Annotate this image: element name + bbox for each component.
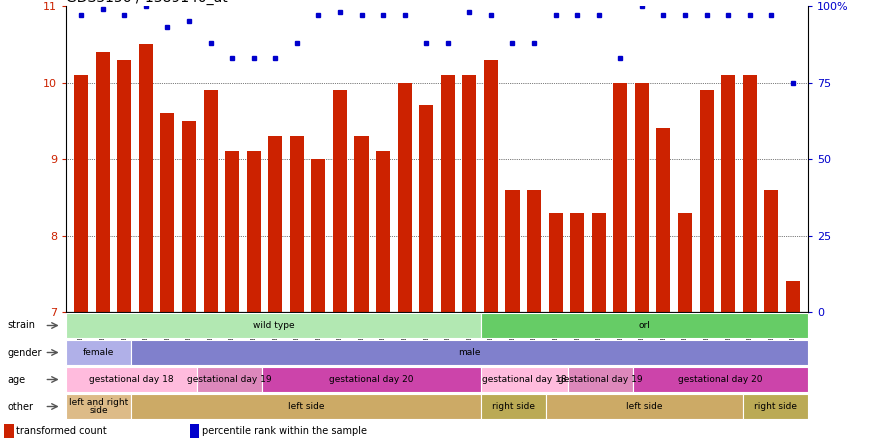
Bar [546,393,743,420]
Bar [4,424,14,438]
Bar [182,121,196,312]
Text: gestational day 18: gestational day 18 [482,375,567,384]
Bar [397,83,411,312]
Bar [268,136,283,312]
Text: gestational day 19: gestational day 19 [187,375,272,384]
Bar [117,59,132,312]
Bar [699,90,713,312]
Bar [678,213,692,312]
Bar [568,367,633,392]
Text: left and right
side: left and right side [69,398,128,415]
Bar [441,75,455,312]
Bar [66,340,132,365]
Bar [190,424,200,438]
Bar [354,136,368,312]
Bar [633,367,808,392]
Bar [592,213,606,312]
Bar [262,367,480,392]
Text: strain: strain [7,321,35,330]
Text: gestational day 19: gestational day 19 [558,375,643,384]
Bar [419,106,434,312]
Bar [95,52,109,312]
Bar [333,90,347,312]
Bar [463,75,476,312]
Bar [480,313,808,338]
Text: right side: right side [492,402,535,411]
Bar [376,151,390,312]
Bar [290,136,304,312]
Bar [132,393,480,420]
Bar [66,313,480,338]
Text: male: male [458,348,481,357]
Text: age: age [7,374,26,385]
Bar [570,213,585,312]
Bar [765,190,778,312]
Bar [656,128,670,312]
Bar [312,159,325,312]
Bar [548,213,562,312]
Text: gender: gender [7,348,42,357]
Bar [66,393,132,420]
Text: left side: left side [288,402,324,411]
Bar [721,75,736,312]
Bar [225,151,239,312]
Text: gestational day 20: gestational day 20 [329,375,414,384]
Bar [74,75,88,312]
Text: right side: right side [754,402,796,411]
Text: transformed count: transformed count [16,426,107,436]
Text: GDS3156 / 1389140_at: GDS3156 / 1389140_at [66,0,228,5]
Bar [484,59,498,312]
Text: orl: orl [638,321,650,330]
Text: percentile rank within the sample: percentile rank within the sample [201,426,366,436]
Bar [480,393,546,420]
Bar [505,190,519,312]
Text: gestational day 18: gestational day 18 [89,375,174,384]
Bar [203,90,217,312]
Bar [246,151,260,312]
Text: gestational day 20: gestational day 20 [678,375,763,384]
Bar [197,367,262,392]
Bar [66,367,197,392]
Text: other: other [7,401,34,412]
Bar [743,75,757,312]
Bar [527,190,541,312]
Bar [635,83,649,312]
Bar [480,367,568,392]
Text: left side: left side [626,402,662,411]
Bar [786,281,800,312]
Bar [743,393,808,420]
Bar [161,113,174,312]
Text: female: female [83,348,115,357]
Bar [139,44,153,312]
Bar [614,83,627,312]
Text: wild type: wild type [253,321,294,330]
